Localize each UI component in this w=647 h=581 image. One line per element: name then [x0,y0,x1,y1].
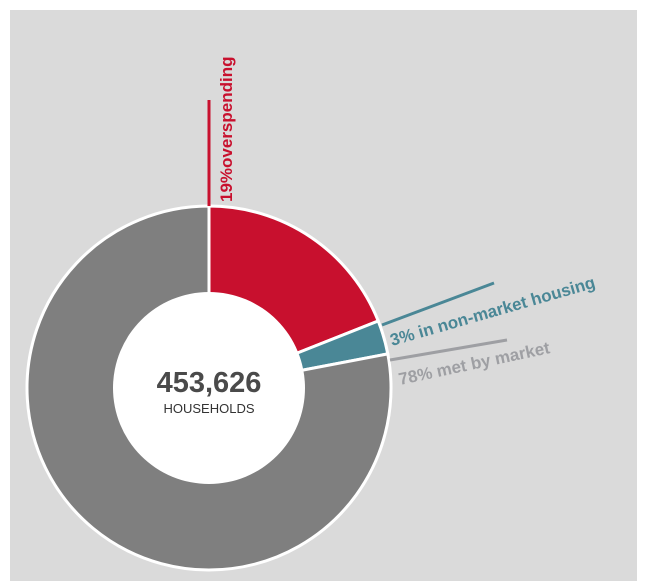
chart-panel: 453,626 HOUSEHOLDS 19%overspending 3% in … [10,10,637,581]
callout-label-overspending: 19%overspending [217,57,236,203]
total-households-label: HOUSEHOLDS [163,401,254,416]
callout-line-met-by-market [389,338,508,362]
donut-hole [113,292,305,484]
total-households-value: 453,626 [157,367,262,399]
callout-line-non-market-housing [381,281,495,327]
slice-2 [25,204,393,572]
